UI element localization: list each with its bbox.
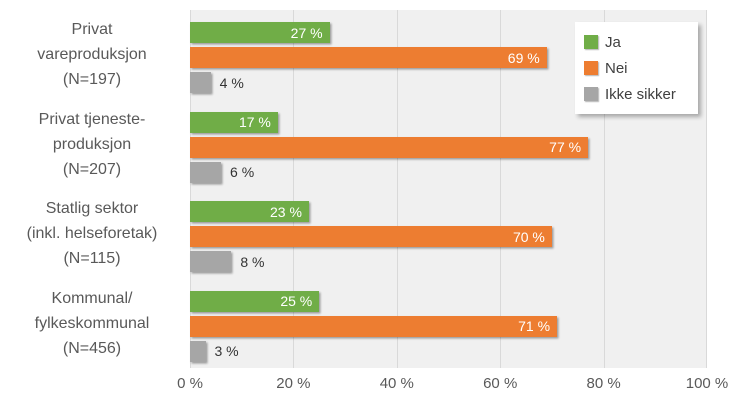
x-axis-tick: 100 % — [685, 375, 729, 392]
bar-value-label: 6 % — [230, 164, 255, 180]
legend-label: Ikke sikker — [605, 85, 676, 103]
bar-nei: 71 % — [190, 315, 558, 337]
category-line: produksjon — [52, 135, 132, 153]
legend-item-ikke-sikker: Ikke sikker — [584, 81, 692, 107]
bar-row: 23 % — [190, 201, 707, 222]
x-axis-tick: 20 % — [276, 375, 311, 392]
legend-item-ja: Ja — [584, 29, 692, 55]
category-line: (N=456) — [62, 339, 122, 357]
bar-value-label: 27 % — [290, 24, 323, 41]
category-line: (N=197) — [62, 71, 122, 89]
bar-row: 25 % — [190, 290, 707, 312]
bar-group: 17 % 77 % 6 % — [190, 100, 707, 190]
bar-value-label: 17 % — [238, 114, 271, 130]
bar-ja: 25 % — [190, 290, 320, 312]
category-line: Statlig sektor — [45, 200, 139, 218]
category-axis: Privat vareproduksjon (N=197) Privat tjene… — [0, 10, 184, 368]
category-line: fylkeskommunal — [34, 314, 150, 332]
gridline — [603, 10, 605, 368]
gridline — [396, 10, 398, 368]
legend-label: Nei — [605, 59, 628, 77]
bar-value-label: 23 % — [269, 203, 302, 220]
category-line: vareproduksjon — [37, 46, 147, 64]
category-line: Privat — [71, 21, 113, 39]
bar-value-label: 77 % — [549, 139, 582, 155]
category-label: Privat tjeneste-produksjon (N=207) — [0, 100, 184, 190]
bar-row: 4 % — [190, 72, 707, 93]
category-label: Kommunal/fylkeskommunal (N=456) — [0, 279, 184, 369]
bar-value-label: 70 % — [512, 228, 545, 245]
x-axis-tick: 60 % — [483, 375, 518, 392]
category-label: Statlig sektor (inkl. helseforetak) (N=115… — [0, 189, 184, 279]
bar-value-label: 3 % — [214, 343, 239, 359]
legend-item-nei: Nei — [584, 55, 692, 81]
bar-row: 77 % — [190, 136, 707, 158]
bar-nei: 70 % — [190, 226, 552, 247]
gridline — [500, 10, 502, 368]
bar-group: 27 % 69 % 4 % — [190, 10, 707, 100]
bar-group: 23 % 70 % 8 % — [190, 189, 707, 279]
bar-ja: 23 % — [190, 201, 309, 222]
gridline — [190, 10, 191, 368]
category-line: Kommunal/ — [51, 289, 133, 307]
legend: Ja Nei Ikke sikker — [575, 22, 698, 114]
bar-ikke-sikker — [190, 340, 206, 362]
legend-swatch-nei — [584, 61, 598, 75]
bar-row: 27 % — [190, 22, 707, 43]
bar-nei: 77 % — [190, 136, 589, 158]
bar-ikke-sikker — [190, 161, 222, 183]
bar-value-label: 4 % — [219, 74, 244, 91]
bar-ja: 17 % — [190, 111, 278, 133]
legend-swatch-ja — [584, 35, 598, 49]
bar-nei: 69 % — [190, 47, 547, 68]
category-label: Privat vareproduksjon (N=197) — [0, 10, 184, 100]
category-line: (inkl. helseforetak) — [26, 225, 158, 243]
bar-value-label: 8 % — [240, 253, 265, 270]
category-line: Privat tjeneste- — [38, 110, 146, 128]
bar-row: 70 % — [190, 226, 707, 247]
bar-row: 8 % — [190, 251, 707, 272]
bar-row: 3 % — [190, 340, 707, 362]
bar-value-label: 69 % — [507, 49, 540, 66]
x-axis: 0 % 20 % 40 % 60 % 80 % 100 % — [177, 375, 728, 397]
bar-row: 69 % — [190, 47, 707, 68]
bar-ikke-sikker — [190, 251, 232, 272]
category-line: (N=207) — [62, 160, 122, 178]
gridline — [706, 10, 707, 368]
x-axis-tick: 40 % — [379, 375, 414, 392]
category-line: (N=115) — [63, 250, 121, 268]
bar-group: 25 % 71 % 3 % — [190, 279, 707, 369]
gridline — [293, 10, 295, 368]
x-axis-tick: 0 % — [177, 375, 203, 392]
bar-ikke-sikker — [190, 72, 211, 93]
bar-row: 71 % — [190, 315, 707, 337]
bar-value-label: 71 % — [518, 318, 551, 334]
x-axis-tick: 80 % — [586, 375, 621, 392]
bar-value-label: 25 % — [280, 293, 313, 309]
legend-swatch-ikke-sikker — [584, 87, 598, 101]
bar-row: 17 % — [190, 111, 707, 133]
legend-label: Ja — [605, 33, 621, 51]
bar-row: 6 % — [190, 161, 707, 183]
bar-ja: 27 % — [190, 22, 330, 43]
